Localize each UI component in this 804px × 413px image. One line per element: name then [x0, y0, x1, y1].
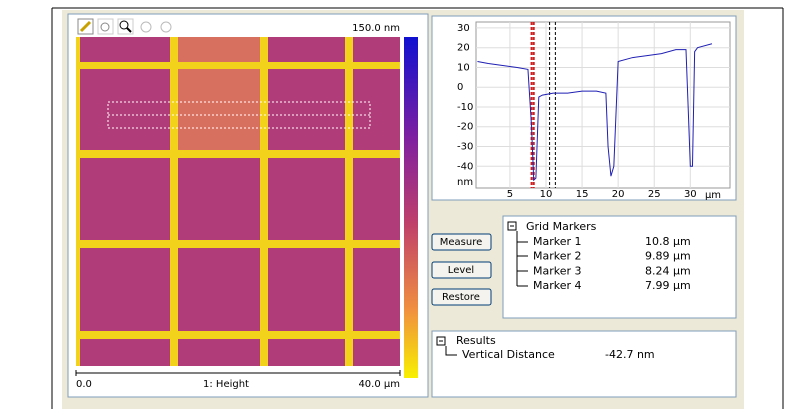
marker-name: Marker 3	[533, 264, 582, 277]
tree-lines	[516, 231, 528, 287]
marker-value: 7.99 µm	[645, 279, 691, 292]
toolbar	[77, 18, 172, 35]
icon	[100, 22, 110, 32]
marker-name: Marker 4	[533, 279, 582, 292]
x-tick-label: 25	[648, 189, 661, 200]
marker-name: Marker 1	[533, 235, 582, 248]
x-tick-label: 5	[507, 189, 513, 200]
marker-value: 8.24 µm	[645, 264, 691, 277]
tool-zoom-in[interactable]	[140, 21, 152, 33]
axis-end: 40.0 µm	[358, 379, 400, 390]
y-unit: nm	[457, 177, 473, 188]
button[interactable]: Measure	[431, 233, 492, 251]
result-value: -42.7 nm	[605, 348, 655, 361]
y-tick-label: -30	[457, 142, 473, 153]
y-tick-label: 10	[457, 62, 470, 73]
markers-panel	[502, 215, 737, 319]
button-label: Level	[448, 265, 474, 276]
icon	[119, 20, 129, 30]
y-tick-label: -40	[457, 161, 473, 172]
tool-pan[interactable]	[97, 18, 114, 35]
y-tick-label: -10	[457, 102, 473, 113]
plot-area	[475, 21, 731, 189]
markers-list: Marker 1 10.8 µm Marker 2 9.89 µm Marker 3 8.…	[533, 235, 691, 292]
icon	[126, 27, 132, 33]
axis-start: 0.0	[76, 379, 92, 390]
tree-title: Results	[456, 334, 496, 347]
height-image	[76, 37, 400, 366]
tool-zoom-out[interactable]	[160, 21, 172, 33]
colorbar-max: 150.0 nm	[352, 23, 400, 34]
button[interactable]: Level	[431, 261, 492, 279]
marker-value: 10.8 µm	[645, 235, 691, 248]
y-tick-label: 20	[457, 43, 470, 54]
tree-title: Grid Markers	[526, 220, 597, 233]
results-panel	[431, 330, 737, 398]
result-name: Vertical Distance	[462, 348, 555, 361]
button-label: Restore	[442, 292, 480, 303]
y-tick-label: 30	[457, 23, 470, 34]
colorbar	[404, 37, 418, 378]
channel-label: 1: Height	[203, 379, 249, 390]
x-tick-label: 30	[684, 189, 697, 200]
icon	[79, 20, 92, 33]
results-list: Vertical Distance -42.7 nm	[462, 348, 655, 361]
x-unit: µm	[705, 190, 721, 201]
x-tick-label: 20	[612, 189, 625, 200]
grid-bars	[76, 37, 400, 366]
x-tick-label: 10	[540, 189, 553, 200]
tree-lines	[445, 346, 457, 356]
profile-plot: 30 20 10 0 -10 -20 -30 -40 5 10 15 20 25 30 nm µm	[457, 21, 731, 201]
y-tick-label: 0	[457, 82, 463, 93]
marker-value: 9.89 µm	[645, 250, 691, 263]
profile-line	[477, 43, 713, 182]
marker-name: Marker 2	[533, 250, 582, 263]
x-tick-label: 15	[576, 189, 589, 200]
y-tick-label: -20	[457, 122, 473, 133]
image-cell	[178, 37, 260, 150]
button[interactable]: Restore	[431, 288, 492, 306]
button-label: Measure	[440, 237, 483, 248]
